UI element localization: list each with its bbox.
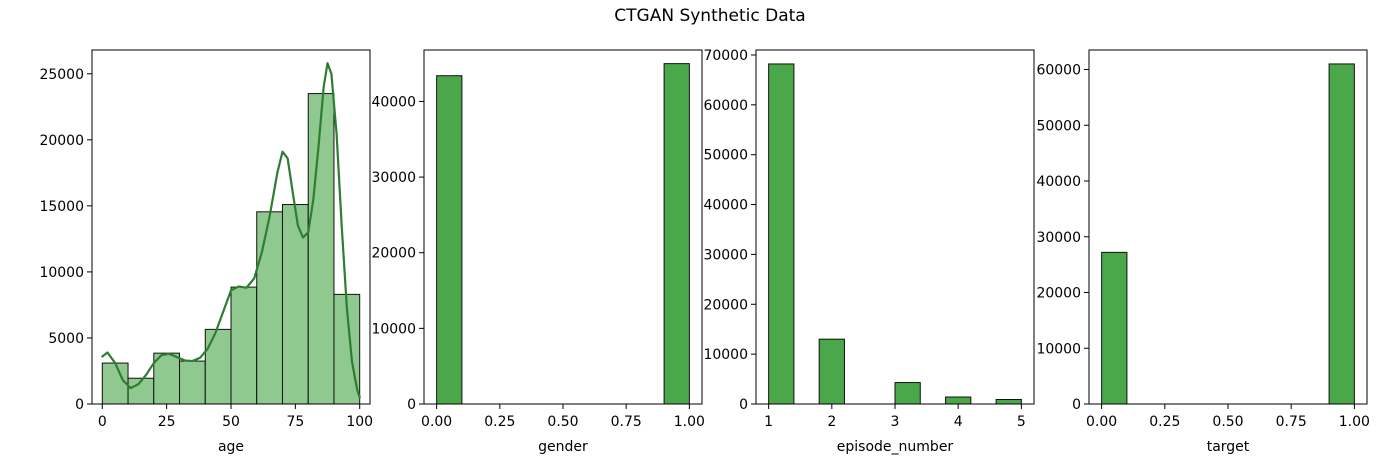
y-tick-label: 30000 (703, 247, 748, 263)
y-tick-label: 20000 (371, 246, 416, 262)
y-tick-label: 50000 (1036, 118, 1081, 134)
y-tick-label: 15000 (39, 199, 84, 215)
x-tick-label: 2 (827, 414, 836, 430)
y-tick-label: 20000 (39, 133, 84, 149)
y-tick-label: 0 (407, 397, 416, 413)
x-tick-label: 0.75 (1276, 414, 1307, 430)
x-tick-label: 75 (286, 414, 304, 430)
subplot-age: 0 25 50 75 100 0 5000 10000 15000 20000 25000 age (39, 49, 373, 455)
subplot-episode-number: 1 2 3 4 5 0 10000 20000 30000 40000 50000 60000 7000… (703, 48, 1035, 455)
x-tick-label: 50 (222, 414, 240, 430)
y-tick-label: 0 (739, 397, 748, 413)
x-axis-label: age (218, 439, 244, 455)
histogram-bar (768, 63, 795, 405)
histogram-bar (230, 286, 258, 405)
histogram-bar (894, 382, 921, 405)
y-tick-label: 40000 (371, 94, 416, 110)
y-tick-label: 40000 (703, 198, 748, 214)
y-tick-label: 40000 (1036, 174, 1081, 190)
x-tick-label: 1.00 (1339, 414, 1370, 430)
histogram-bar (1328, 63, 1355, 405)
x-axis-label: target (1207, 439, 1250, 455)
subplot-gender: 0.00 0.25 0.50 0.75 1.00 0 10000 20000 30000 4000… (371, 49, 705, 455)
axes-frame (755, 49, 1035, 405)
subplot-target: 0.00 0.25 0.50 0.75 1.00 0 10000 20000 30000 4000… (1036, 49, 1370, 455)
x-tick-label: 5 (1017, 414, 1026, 430)
y-tick-label: 10000 (703, 347, 748, 363)
x-tick-label: 1 (764, 414, 773, 430)
histogram-bar (101, 362, 129, 405)
x-tick-label: 0.50 (547, 414, 578, 430)
histogram-bar (995, 399, 1022, 405)
histogram-bar (1101, 251, 1128, 405)
x-tick-label: 0.75 (611, 414, 642, 430)
y-tick-label: 50000 (703, 148, 748, 164)
histogram-bar (818, 338, 845, 405)
x-tick-label: 25 (158, 414, 176, 430)
y-tick-label: 20000 (1036, 286, 1081, 302)
x-tick-label: 0.00 (421, 414, 452, 430)
y-tick-label: 25000 (39, 67, 84, 83)
histogram-bar (256, 211, 283, 405)
y-tick-label: 70000 (703, 48, 748, 64)
x-axis-label: episode_number (837, 439, 954, 455)
y-tick-label: 0 (1072, 397, 1081, 413)
axes-frame (1088, 49, 1368, 405)
x-tick-label: 1.00 (674, 414, 705, 430)
y-tick-label: 10000 (39, 265, 84, 281)
x-tick-label: 100 (346, 414, 373, 430)
axes-frame (423, 49, 703, 405)
x-tick-label: 0.25 (1149, 414, 1180, 430)
histogram-bar (204, 328, 232, 405)
histogram-bar (179, 360, 206, 405)
x-tick-label: 4 (954, 414, 963, 430)
y-tick-label: 10000 (1036, 341, 1081, 357)
y-tick-label: 60000 (1036, 63, 1081, 79)
y-tick-label: 30000 (371, 170, 416, 186)
histogram-bar (663, 63, 690, 405)
figure-title: CTGAN Synthetic Data (614, 6, 805, 26)
subplots: 0 25 50 75 1000500010000150002000025000age0.… (39, 48, 1369, 455)
y-tick-label: 5000 (48, 331, 84, 347)
y-tick-label: 0 (75, 397, 84, 413)
kde-curve (101, 62, 361, 399)
y-tick-label: 10000 (371, 321, 416, 337)
x-tick-label: 0 (98, 414, 107, 430)
x-tick-label: 0.25 (484, 414, 515, 430)
x-tick-label: 0.50 (1212, 414, 1243, 430)
x-tick-label: 3 (891, 414, 900, 430)
x-tick-label: 0.00 (1086, 414, 1117, 430)
histogram-bar (153, 352, 181, 405)
histogram-bar (281, 204, 309, 405)
histogram-bar (945, 396, 972, 405)
histogram-bar (436, 75, 463, 405)
y-tick-label: 20000 (703, 297, 748, 313)
x-axis-label: gender (538, 439, 588, 455)
y-tick-label: 30000 (1036, 230, 1081, 246)
histogram-bar (307, 93, 335, 405)
y-tick-label: 60000 (703, 98, 748, 114)
